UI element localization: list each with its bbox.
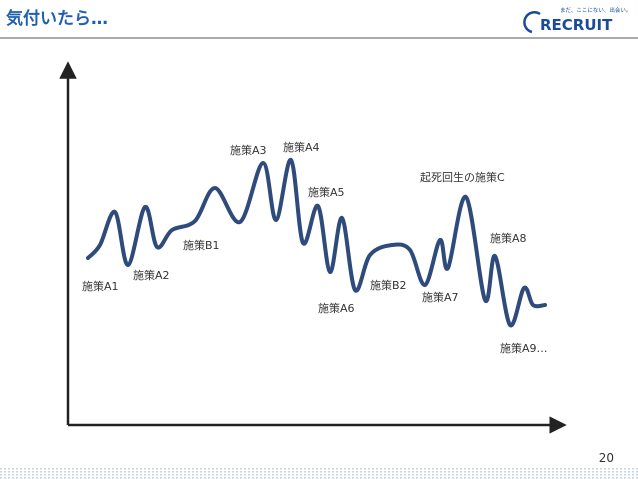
label: 施策A3	[230, 143, 267, 157]
label: 起死回生の施策C	[420, 170, 505, 184]
tagline: まだ、ここにない、出会い。	[560, 6, 631, 14]
label: 施策A9…	[500, 341, 548, 355]
footer-pattern	[0, 468, 638, 479]
page-number: 20	[599, 451, 614, 465]
label: 施策A2	[133, 268, 170, 282]
label: 施策A5	[308, 185, 345, 199]
label: 施策A6	[318, 301, 355, 315]
logo: RECRUIT	[540, 16, 613, 34]
label: 施策A8	[490, 231, 527, 245]
label: 施策A1	[82, 279, 119, 293]
logo-mark	[523, 11, 541, 34]
slide-title: 気付いたら…	[5, 8, 108, 29]
label: 施策A4	[283, 140, 320, 154]
trend-curve	[86, 157, 547, 328]
label: 施策B2	[370, 278, 407, 292]
label: 施策A7	[422, 290, 459, 304]
label: 施策B1	[183, 238, 220, 252]
